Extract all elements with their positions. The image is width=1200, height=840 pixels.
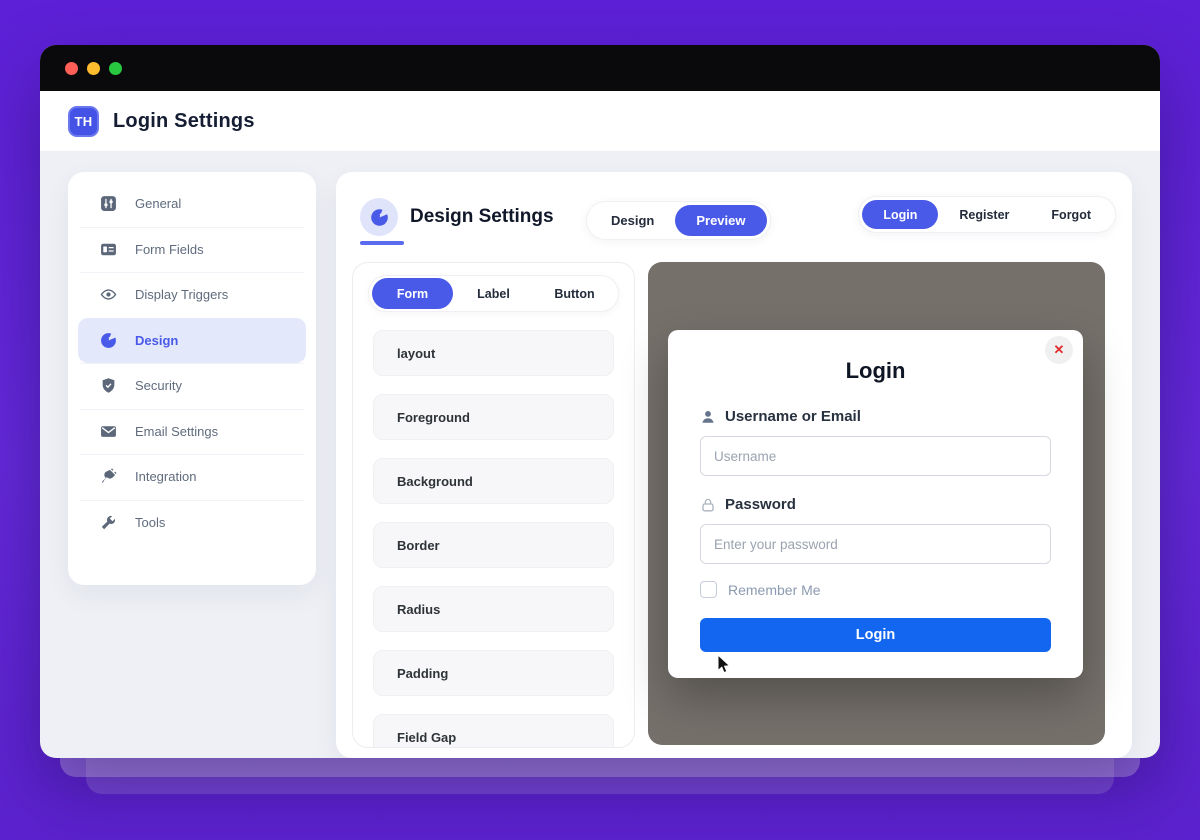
sidebar-item-label: Security (135, 378, 182, 394)
sliders-icon (100, 195, 117, 212)
section-title-underline (360, 241, 404, 245)
sidebar-item-security[interactable]: Security (78, 363, 306, 409)
sidebar-item-display-triggers[interactable]: Display Triggers (78, 272, 306, 318)
sidebar-item-label: Design (135, 332, 179, 348)
pie-chart-icon (100, 332, 117, 349)
accordion-layout[interactable]: layout (373, 330, 614, 376)
section-title: Design Settings (410, 206, 554, 227)
accordion-foreground[interactable]: Foreground (373, 394, 614, 440)
login-form-preview: ✕ Login Username or Email Password Remem… (668, 330, 1083, 678)
username-input[interactable] (700, 436, 1051, 476)
form-login-tab[interactable]: Login (862, 200, 939, 229)
sidebar-item-email-settings[interactable]: Email Settings (78, 408, 306, 455)
section-icon-badge (360, 198, 398, 236)
envelope-icon (100, 423, 117, 440)
pie-chart-icon (370, 208, 388, 226)
tab-form[interactable]: Form (372, 278, 453, 309)
live-preview-area: ✕ Login Username or Email Password Remem… (648, 262, 1105, 745)
app-logo: TH (68, 105, 99, 137)
app-header: TH Login Settings (40, 91, 1160, 151)
sidebar-item-label: Form Fields (135, 241, 204, 257)
form-type-toggle: Login Register Forgot (858, 196, 1116, 233)
sidebar-item-integration[interactable]: Integration (78, 454, 306, 500)
maximize-window-button[interactable] (109, 61, 122, 75)
sidebar-item-label: Display Triggers (135, 287, 229, 303)
tab-label[interactable]: Label (477, 286, 510, 301)
accordion-field-gap[interactable]: Field Gap (373, 714, 614, 747)
remember-me-checkbox[interactable] (700, 581, 717, 598)
login-submit-button[interactable]: Login (700, 618, 1051, 652)
shield-icon (100, 377, 117, 394)
username-label: Username or Email (700, 408, 861, 425)
sidebar-item-label: Email Settings (135, 423, 219, 439)
mouse-cursor-icon (717, 654, 731, 674)
lock-icon (702, 498, 714, 511)
login-form-title: Login (845, 358, 906, 383)
plug-icon (100, 468, 117, 485)
close-window-button[interactable] (65, 61, 78, 75)
mode-toggle: Design Preview (586, 201, 771, 240)
remember-me-row: Remember Me (700, 581, 821, 598)
person-icon (702, 410, 714, 423)
accordion-background[interactable]: Background (373, 458, 614, 504)
sidebar-item-general[interactable]: General (78, 181, 306, 227)
close-icon[interactable]: ✕ (1045, 336, 1073, 364)
form-register-tab[interactable]: Register (959, 207, 1010, 222)
sidebar-item-label: Tools (135, 514, 166, 530)
settings-nav: General Form Fields Display Triggers Des… (68, 172, 316, 585)
sidebar-item-tools[interactable]: Tools (78, 499, 306, 546)
accordion-border[interactable]: Border (373, 522, 614, 568)
sidebar-item-label: General (135, 196, 182, 212)
sidebar-item-form-fields[interactable]: Form Fields (78, 226, 306, 273)
sidebar-item-label: Integration (135, 469, 197, 485)
wrench-icon (100, 514, 117, 531)
browser-window: TH Login Settings General Form Fields Di… (40, 45, 1160, 758)
mode-design-button[interactable]: Design (611, 213, 655, 228)
accordion-radius[interactable]: Radius (373, 586, 614, 632)
tab-button[interactable]: Button (554, 286, 595, 301)
mode-preview-button[interactable]: Preview (675, 205, 767, 236)
form-forgot-tab[interactable]: Forgot (1051, 207, 1091, 222)
accordion-padding[interactable]: Padding (373, 650, 614, 696)
window-titlebar (40, 45, 1160, 91)
remember-me-label: Remember Me (728, 581, 821, 598)
password-input[interactable] (700, 524, 1051, 564)
page-title: Login Settings (113, 109, 255, 132)
sidebar-item-design[interactable]: Design (78, 317, 306, 363)
password-label: Password (700, 496, 796, 513)
form-card-icon (100, 241, 117, 258)
eye-icon (100, 286, 117, 303)
design-settings-panel: Design Settings Design Preview Login Reg… (336, 172, 1132, 758)
style-options-panel: Form Label Button layout Foreground Back… (352, 262, 635, 748)
element-tabs: Form Label Button (368, 275, 619, 312)
minimize-window-button[interactable] (87, 61, 100, 75)
